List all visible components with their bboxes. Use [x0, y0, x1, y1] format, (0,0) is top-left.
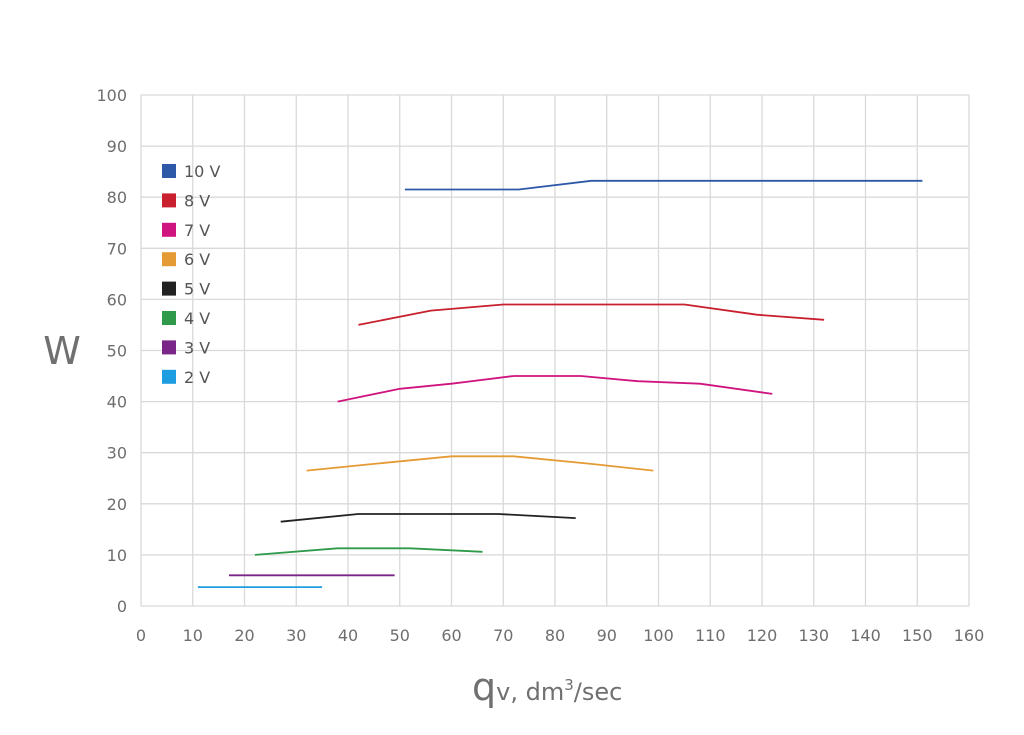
series-line-4v: [254, 547, 483, 556]
x-tick-label: 100: [643, 626, 674, 645]
legend-swatch: [162, 164, 176, 178]
x-tick-label: 30: [286, 626, 306, 645]
x-tick-label: 10: [183, 626, 203, 645]
grid: [140, 94, 970, 607]
legend-label: 6 V: [184, 250, 210, 269]
x-tick-label: 130: [798, 626, 829, 645]
series-line-5v: [280, 513, 576, 523]
y-tick-label: 40: [107, 393, 127, 412]
x-tick-label: 50: [390, 626, 410, 645]
legend-swatch: [162, 252, 176, 267]
y-tick-label: 30: [107, 444, 127, 463]
y-tick-label: 60: [107, 290, 127, 309]
series-line-10v: [404, 179, 923, 191]
x-tick-label: 110: [695, 626, 726, 645]
legend-swatch: [162, 340, 176, 355]
x-axis-label-tail: /sec: [574, 678, 623, 706]
y-tick-label: 0: [117, 597, 127, 616]
y-tick-label: 20: [107, 495, 127, 514]
x-tick-label: 90: [597, 626, 617, 645]
y-tick-label: 90: [107, 137, 127, 156]
legend-swatch: [162, 311, 176, 325]
x-tick-label: 60: [441, 626, 461, 645]
x-tick-label: 70: [493, 626, 513, 645]
legend-label: 5 V: [184, 280, 210, 299]
y-tick-label: 10: [107, 546, 127, 565]
y-axis-label: W: [43, 329, 81, 373]
x-tick-label: 40: [338, 626, 358, 645]
x-tick-label: 140: [850, 626, 881, 645]
x-tick-label: 0: [136, 626, 146, 645]
legend-label: 10 V: [184, 162, 220, 181]
legend-swatch: [162, 369, 176, 384]
x-axis: 0 10 20 30 40 50 60 70 80 90 100 110 120 130 140 150 160: [136, 626, 984, 645]
legend-swatch: [162, 281, 176, 296]
x-tick-label: 120: [747, 626, 778, 645]
series-line-6v: [306, 455, 654, 472]
y-tick-label: 100: [96, 86, 127, 105]
series-lines: [197, 179, 923, 588]
x-tick-label: 80: [545, 626, 565, 645]
x-axis-label-sup: 3: [564, 676, 574, 694]
x-axis-label: qv, dm3/sec: [472, 665, 622, 709]
x-axis-label-sub: v, dm: [496, 678, 564, 706]
x-tick-label: 160: [954, 626, 985, 645]
x-tick-label: 20: [234, 626, 254, 645]
legend-label: 8 V: [184, 191, 210, 210]
legend-label: 3 V: [184, 338, 210, 357]
legend-swatch: [162, 222, 176, 237]
y-tick-label: 70: [107, 239, 127, 258]
legend-label: 2 V: [184, 368, 210, 387]
legend-label: 4 V: [184, 309, 210, 328]
x-axis-label-main: q: [472, 665, 496, 709]
series-line-7v: [337, 375, 773, 403]
legend: 10 V 8 V 7 V 6 V 5 V 4 V 3 V 2 V: [162, 162, 220, 387]
series-line-8v: [358, 303, 825, 326]
x-tick-label: 150: [902, 626, 933, 645]
y-tick-label: 80: [107, 188, 127, 207]
legend-swatch: [162, 193, 176, 208]
y-tick-label: 50: [107, 342, 127, 361]
y-axis: 0 10 20 30 40 50 60 70 80 90 100: [96, 86, 127, 616]
legend-label: 7 V: [184, 221, 210, 240]
